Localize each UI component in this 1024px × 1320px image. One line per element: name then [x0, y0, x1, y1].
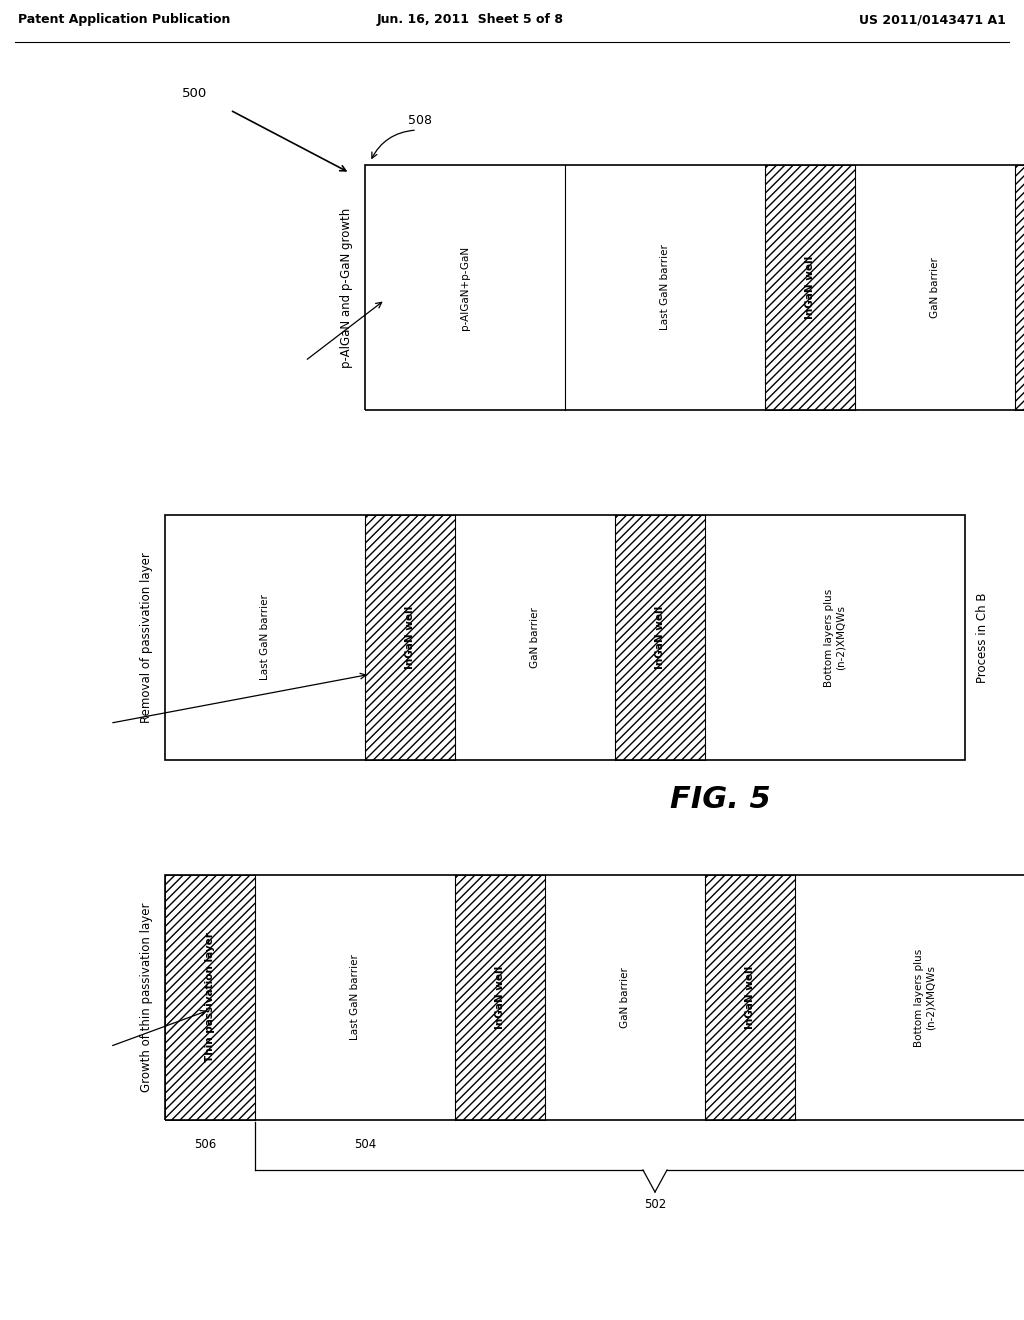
Bar — [365, 515, 455, 760]
Text: InGaN well: InGaN well — [655, 606, 665, 669]
Text: p-AlGaN+p-GaN: p-AlGaN+p-GaN — [460, 246, 470, 330]
Bar — [455, 875, 545, 1119]
Bar — [765, 165, 855, 411]
Text: 500: 500 — [182, 87, 208, 100]
Text: GaN barrier: GaN barrier — [530, 607, 540, 668]
Text: GaN barrier: GaN barrier — [620, 968, 630, 1028]
Bar — [365, 515, 455, 760]
Bar — [1015, 165, 1024, 411]
Text: Thin passivation layer: Thin passivation layer — [205, 932, 215, 1063]
Text: GaN barrier: GaN barrier — [930, 257, 940, 318]
Text: Removal of passivation layer: Removal of passivation layer — [140, 552, 153, 723]
Bar — [855, 165, 1015, 411]
Text: Bottom layers plus
(n-2)XMQWs: Bottom layers plus (n-2)XMQWs — [914, 948, 936, 1047]
Bar — [255, 875, 455, 1119]
Text: US 2011/0143471 A1: US 2011/0143471 A1 — [859, 13, 1006, 26]
Bar — [795, 875, 1024, 1119]
Text: 502: 502 — [644, 1199, 667, 1210]
Bar — [165, 875, 1024, 1119]
Bar — [1015, 165, 1024, 411]
Text: InGaN well: InGaN well — [406, 606, 415, 669]
Text: Jun. 16, 2011  Sheet 5 of 8: Jun. 16, 2011 Sheet 5 of 8 — [377, 13, 563, 26]
Bar — [365, 165, 1024, 411]
Text: InGaN well: InGaN well — [805, 256, 815, 319]
Text: Last GaN barrier: Last GaN barrier — [660, 244, 670, 330]
Bar — [165, 875, 255, 1119]
Bar — [545, 875, 705, 1119]
Bar — [565, 165, 765, 411]
Text: Last GaN barrier: Last GaN barrier — [260, 594, 270, 680]
Text: Patent Application Publication: Patent Application Publication — [18, 13, 230, 26]
Text: 508: 508 — [408, 114, 432, 127]
Bar — [705, 875, 795, 1119]
Text: Last GaN barrier: Last GaN barrier — [350, 954, 360, 1040]
Bar — [455, 875, 545, 1119]
Text: p-AlGaN and p-GaN growth: p-AlGaN and p-GaN growth — [340, 207, 353, 368]
Bar — [165, 515, 365, 760]
Bar — [615, 515, 705, 760]
Bar — [165, 875, 255, 1119]
Text: 504: 504 — [354, 1138, 376, 1151]
Text: Growth of thin passivation layer: Growth of thin passivation layer — [140, 903, 153, 1092]
Text: 506: 506 — [194, 1138, 216, 1151]
Text: InGaN well: InGaN well — [495, 966, 505, 1030]
Text: FIG. 5: FIG. 5 — [670, 785, 770, 814]
Bar — [705, 515, 965, 760]
Text: Bottom layers plus
(n-2)XMQWs: Bottom layers plus (n-2)XMQWs — [824, 589, 846, 686]
Bar — [705, 875, 795, 1119]
Bar — [765, 165, 855, 411]
Text: Process in Ch B: Process in Ch B — [977, 593, 989, 682]
Bar — [455, 515, 615, 760]
Bar — [365, 165, 565, 411]
Bar — [165, 515, 965, 760]
Text: InGaN well: InGaN well — [745, 966, 755, 1030]
Bar — [615, 515, 705, 760]
